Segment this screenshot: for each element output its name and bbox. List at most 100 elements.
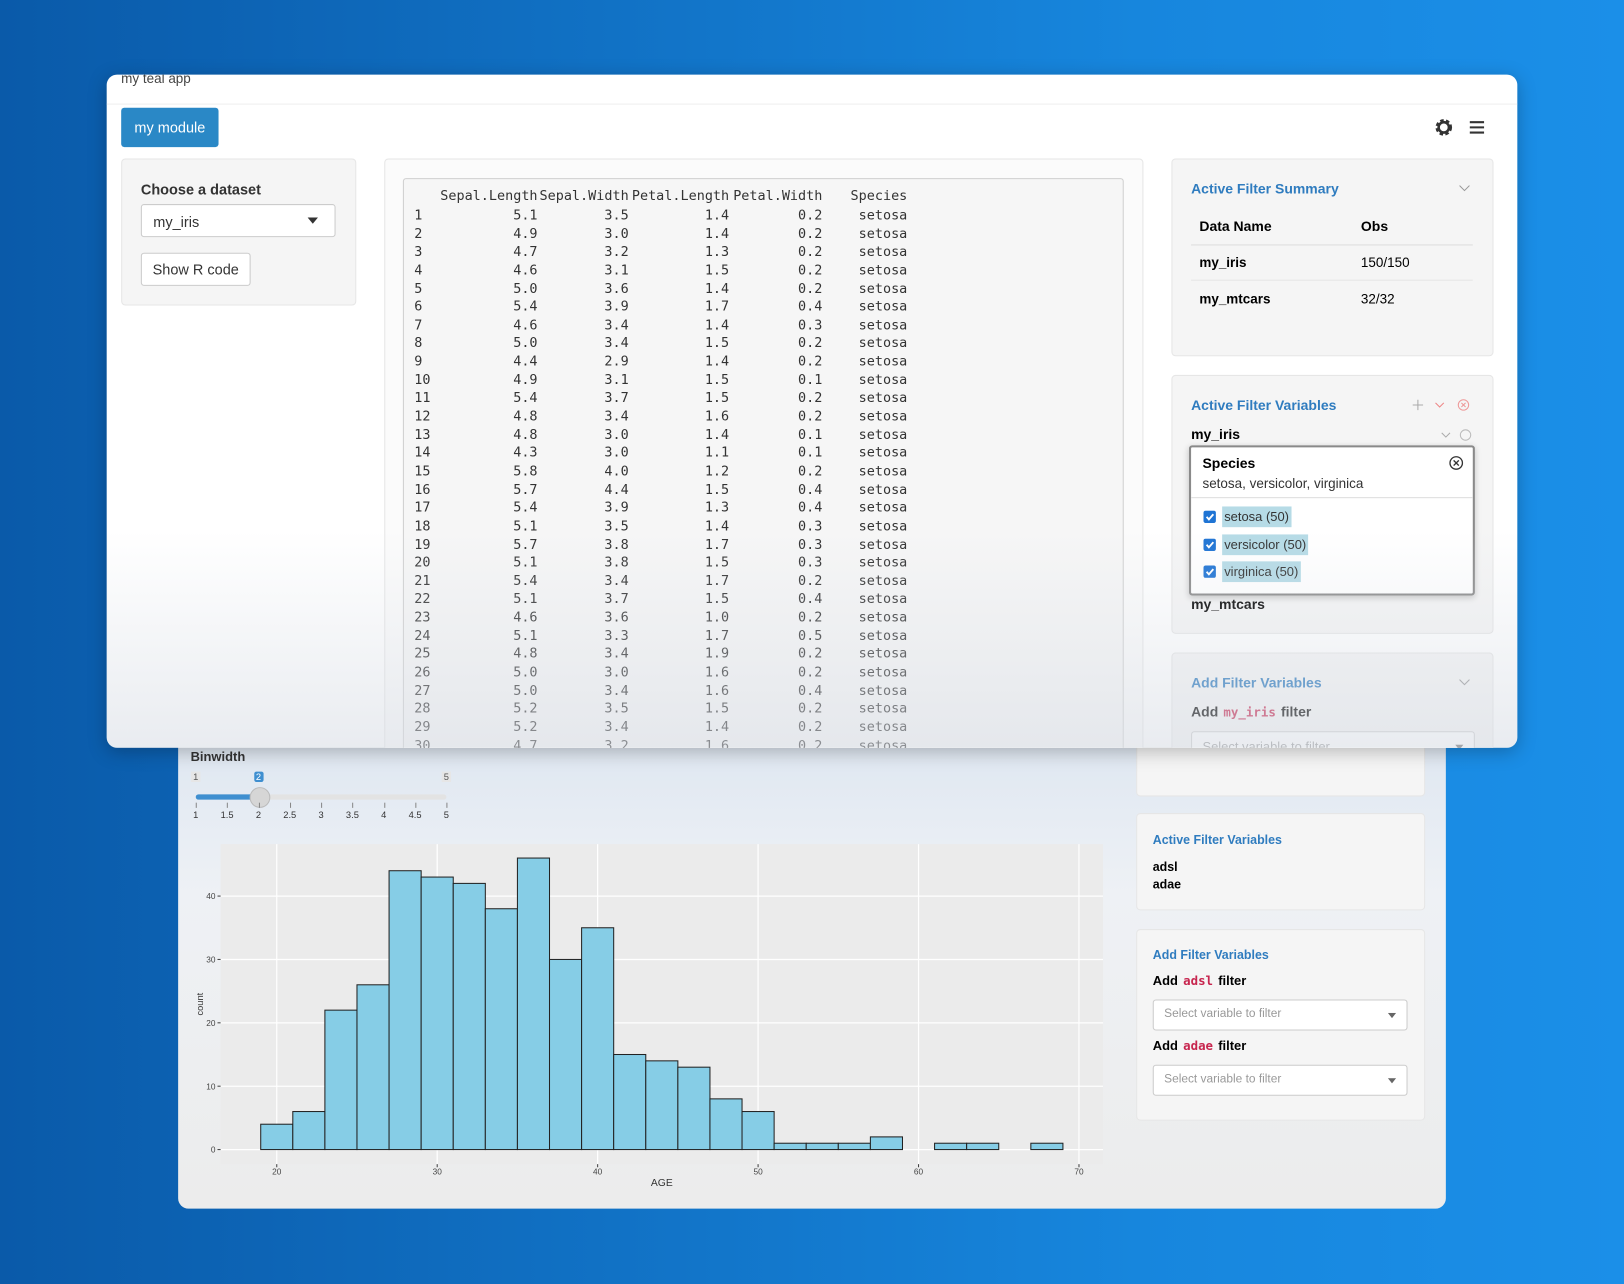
slider-label: Binwidth [190, 749, 246, 765]
cell: setosa [858, 719, 908, 736]
cell: 0.2 [798, 664, 823, 681]
y-tick-label: 10 [206, 1082, 216, 1091]
text: filter [1218, 1038, 1247, 1054]
bar [420, 876, 454, 1151]
choice-label: virginica (50) [1222, 561, 1301, 583]
cell: 3.8 [604, 537, 629, 553]
slider-tick-label: 3 [318, 809, 324, 821]
caret [1387, 1012, 1397, 1018]
cell: 3.5 [604, 701, 629, 717]
cell: 3.4 [604, 719, 629, 736]
bar [869, 1136, 904, 1151]
y-tick-label: 30 [206, 956, 216, 965]
cell: 1.9 [704, 646, 730, 663]
slider[interactable]: 1 5 2 1 1.5 2 2.5 3 3.5 4 4.5 5 [178, 725, 489, 829]
x-tick-label: 30 [433, 1167, 443, 1176]
cell: 4.8 [513, 646, 538, 663]
variable-select[interactable]: Select variable to filter [1191, 730, 1475, 748]
cell: 0.1 [798, 372, 823, 389]
cell: 3.9 [604, 299, 629, 316]
cell: 3.8 [604, 555, 629, 571]
slider-handle[interactable] [249, 787, 270, 808]
checkbox[interactable] [1203, 510, 1216, 524]
cell: 0.3 [798, 518, 823, 535]
cell: 0.4 [798, 683, 823, 699]
filter-card: Species setosa, versicolor, virginica se… [1188, 445, 1475, 596]
cell: 5.1 [513, 591, 538, 608]
text: Add [1191, 704, 1219, 720]
y-axis-label: count [195, 992, 205, 1015]
cell: 3.5 [604, 518, 629, 535]
bar [677, 1066, 711, 1151]
cell: setosa [858, 701, 908, 717]
cell: 1.3 [704, 500, 730, 517]
caret [1455, 744, 1464, 748]
checkbox[interactable] [1203, 538, 1216, 551]
y-tick-label: 0 [211, 1146, 216, 1155]
row-number: 11 [414, 390, 431, 407]
cell: 4.9 [513, 372, 538, 389]
variable-select[interactable]: Select variable to filter [1152, 1064, 1408, 1096]
cell: 1.7 [704, 299, 730, 316]
cell: 4.8 [513, 409, 538, 425]
add-filter-label: Add my_iris filter [1191, 704, 1311, 720]
row-number: 17 [414, 500, 431, 517]
slider-tick-label: 4.5 [408, 809, 422, 821]
bar [773, 1142, 807, 1151]
cell: setosa [858, 573, 908, 590]
text: Add [1152, 1038, 1178, 1054]
collapse-icon[interactable] [1459, 185, 1470, 192]
cell: setosa [858, 262, 908, 279]
bar [581, 927, 615, 1151]
cell: setosa [858, 482, 908, 498]
cell: 0.2 [798, 262, 823, 279]
module-tab[interactable]: my module [121, 107, 219, 148]
cell: 0.2 [798, 244, 823, 261]
bar [260, 1123, 294, 1151]
rule [1191, 279, 1473, 281]
filter-variable: Species [1202, 455, 1256, 472]
show-code-button[interactable]: Show R code [140, 252, 251, 286]
track [195, 794, 447, 800]
remove-icon[interactable] [1449, 456, 1464, 471]
slider-tick [258, 802, 260, 808]
cell: 5.1 [513, 628, 538, 644]
cell: 1.3 [704, 244, 730, 261]
cell: 5.0 [513, 683, 538, 699]
dataset-select[interactable]: my_iris [140, 204, 336, 238]
menu-icon[interactable] [1469, 120, 1485, 134]
bar [484, 908, 518, 1151]
cell: 4.7 [513, 244, 538, 261]
dataset-icons[interactable] [1440, 429, 1473, 441]
row-number: 18 [414, 518, 431, 535]
cell: 1.4 [704, 317, 730, 334]
cell: setosa [858, 281, 908, 297]
cell: setosa [858, 646, 908, 663]
checkbox[interactable] [1203, 565, 1216, 578]
bar [324, 1009, 358, 1151]
row-number: 27 [414, 683, 431, 699]
cell: 1.4 [704, 427, 730, 443]
cell: setosa [858, 610, 908, 626]
cell: 4.7 [513, 737, 538, 748]
card-icons[interactable] [1411, 399, 1473, 411]
cell: 0.2 [798, 336, 823, 352]
x-tick-label: 70 [1074, 1167, 1084, 1176]
cell: 5.4 [513, 500, 538, 517]
column-header: Petal.Length [631, 188, 730, 205]
variable-select[interactable]: Select variable to filter [1152, 998, 1408, 1031]
row-number: 9 [414, 354, 423, 370]
slider-tick-label: 2.5 [283, 809, 297, 821]
cell: 1.5 [704, 372, 730, 389]
add-filter-card: Add Filter Variables Add my_iris filter Sel… [1171, 652, 1494, 748]
collapse-icon[interactable] [1459, 679, 1470, 686]
card-title: Add Filter Variables [1191, 675, 1322, 691]
cell: 0.2 [798, 573, 823, 590]
select-value: my_iris [153, 213, 200, 230]
settings-icon[interactable] [1434, 118, 1453, 137]
cell: setosa [858, 445, 908, 462]
cell: 0.3 [798, 537, 823, 553]
cell: 1.5 [704, 482, 730, 498]
slider-tick-label: 1 [193, 809, 199, 821]
cell: 4.4 [513, 354, 538, 370]
